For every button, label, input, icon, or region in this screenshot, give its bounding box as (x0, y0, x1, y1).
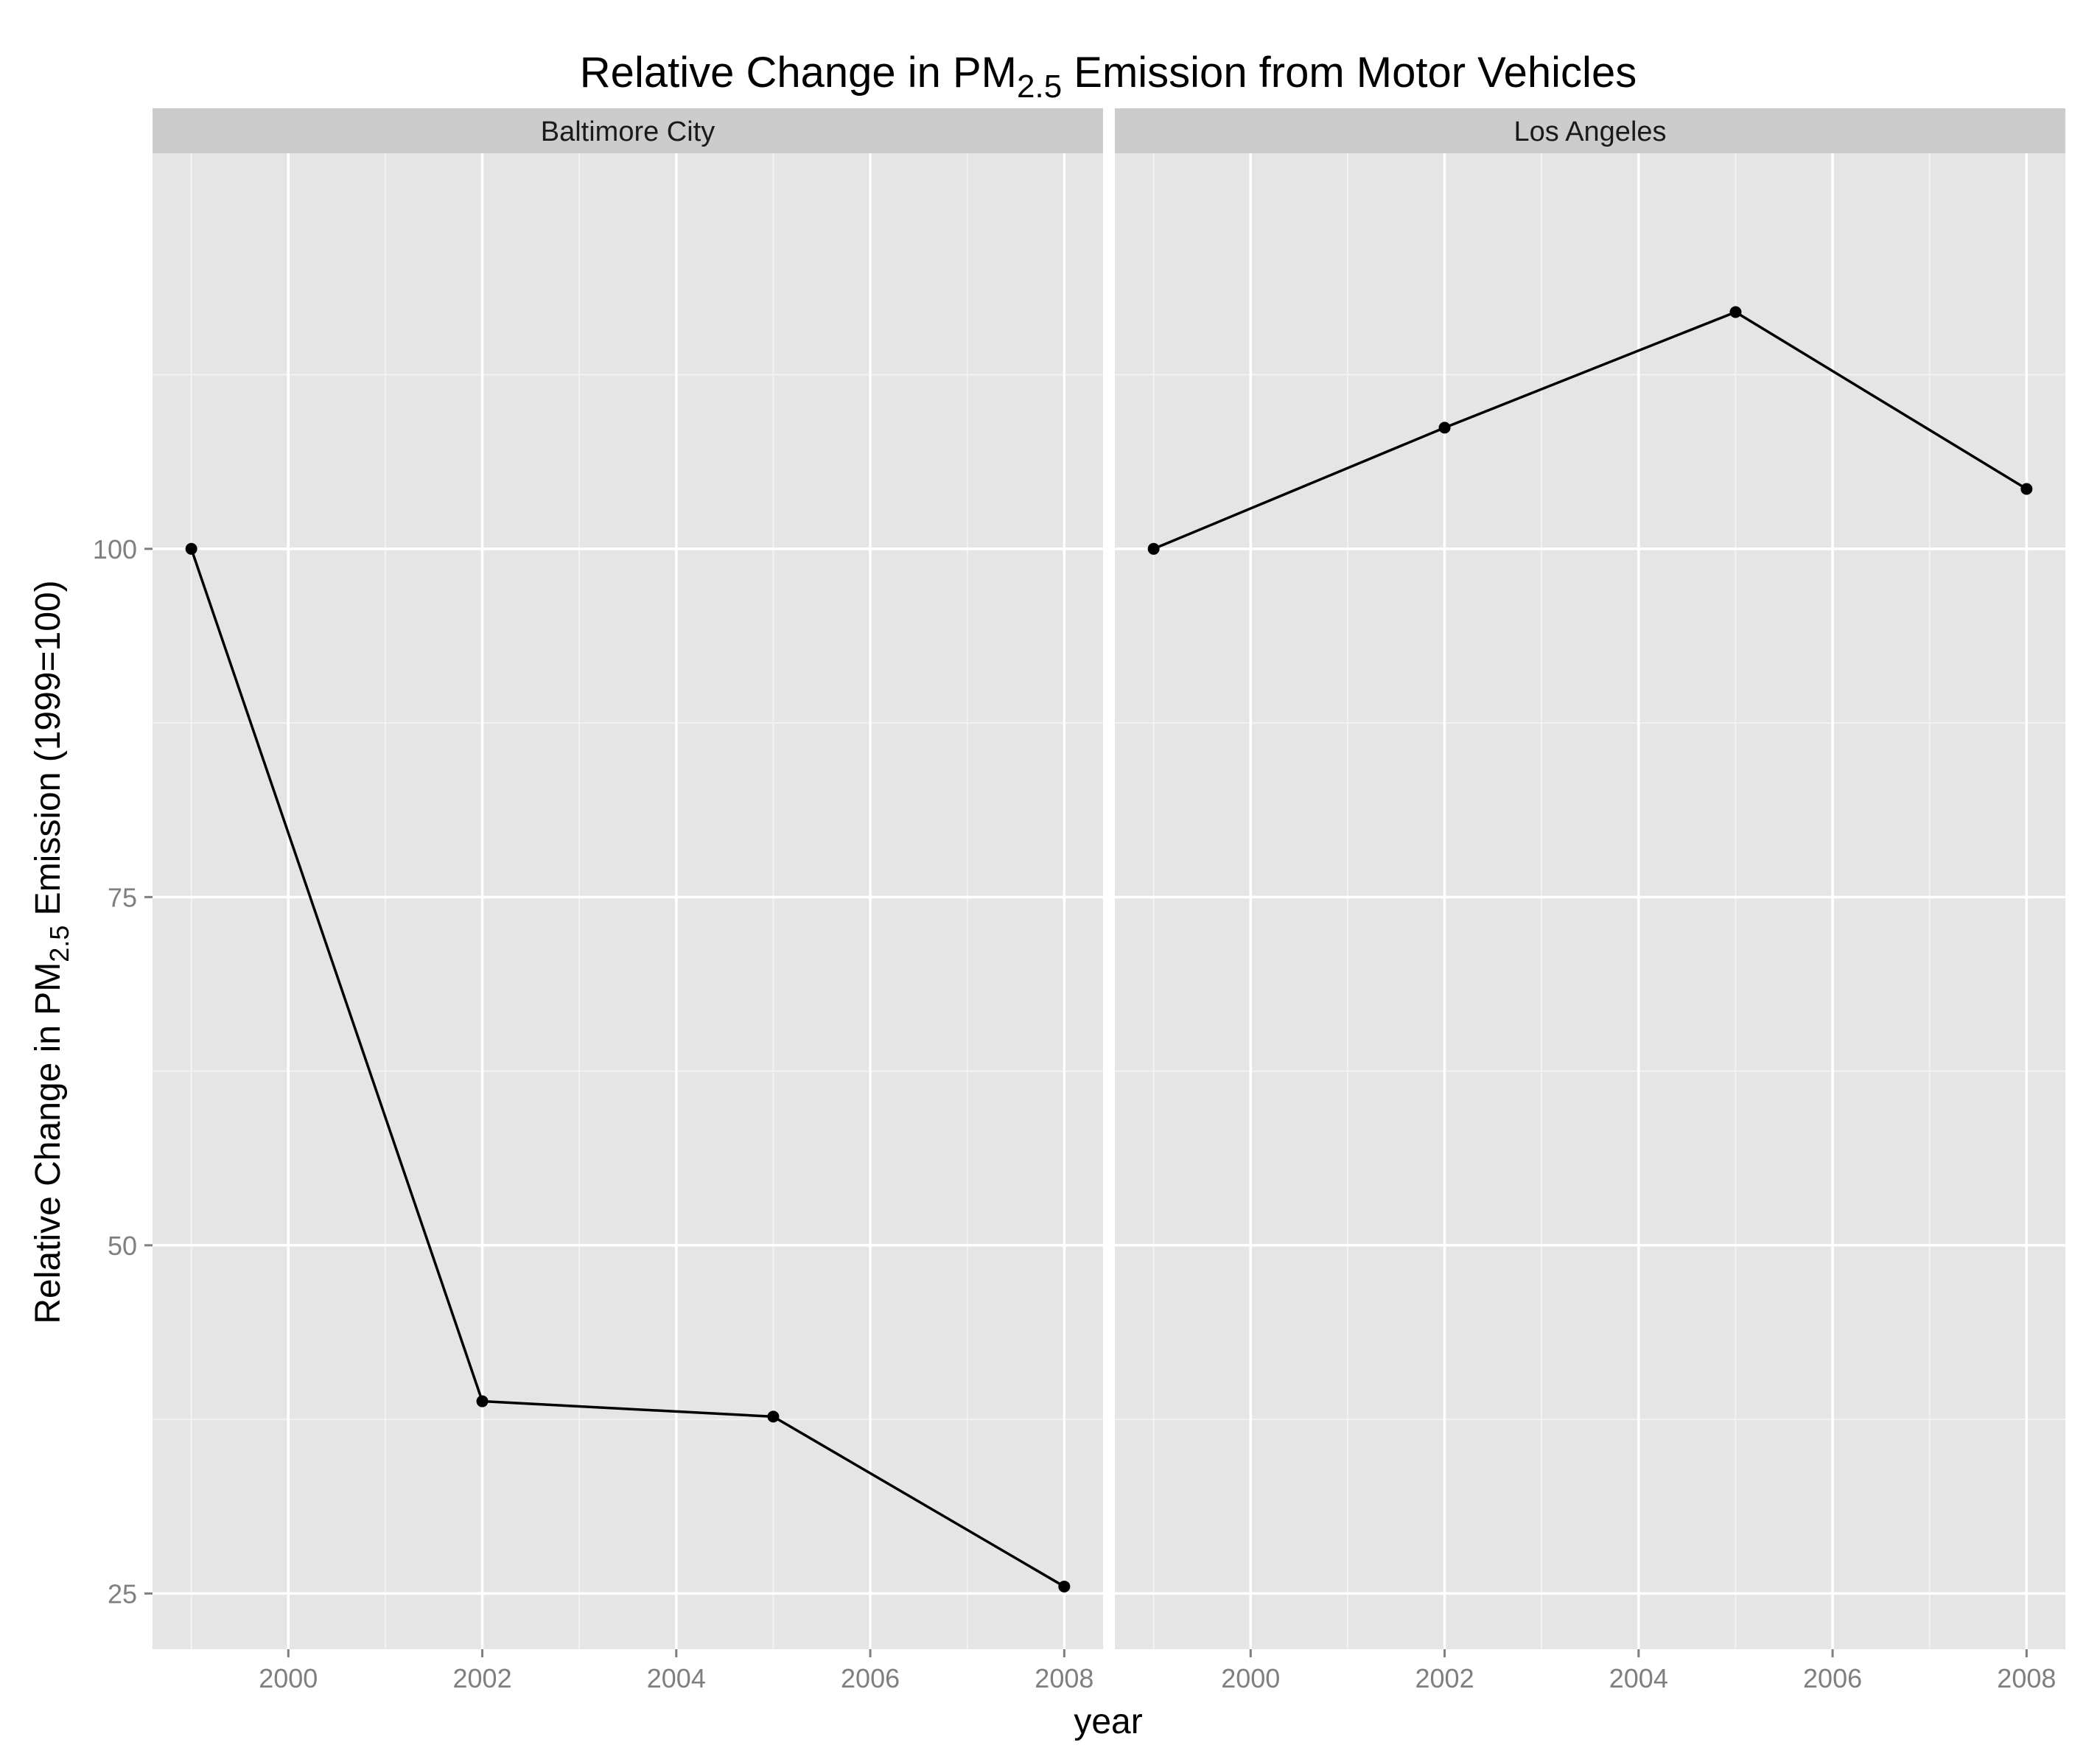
facet-strip-label: Baltimore City (541, 116, 715, 147)
panel-background (1115, 153, 2065, 1649)
data-point (767, 1410, 780, 1423)
y-axis-title: Relative Change in PM2.5 Emission (1999=… (29, 580, 74, 1323)
data-point (2020, 483, 2033, 495)
y-tick-label: 25 (108, 1578, 137, 1609)
x-tick-label: 2006 (841, 1663, 900, 1693)
x-axis-title: year (1074, 1702, 1142, 1741)
data-point (185, 542, 197, 555)
x-tick-label: 2004 (1609, 1663, 1668, 1693)
data-point (1058, 1580, 1071, 1592)
facet-strip-label: Los Angeles (1513, 116, 1666, 147)
facet-panel: Los Angeles 2000 2002 2004 2006 2008 (1115, 108, 2065, 1693)
y-tick-label: 100 (93, 534, 137, 564)
facet-strip (1115, 108, 2065, 153)
y-tick-label: 75 (108, 882, 137, 912)
x-tick-label: 2000 (1221, 1663, 1280, 1693)
y-axis: 25 50 75 100 (93, 534, 153, 1609)
chart-title: Relative Change in PM2.5 Emission from M… (580, 49, 1637, 105)
x-tick-label: 2002 (453, 1663, 512, 1693)
data-point (1147, 542, 1160, 555)
y-tick-label: 50 (108, 1231, 137, 1261)
x-tick-label: 2008 (1035, 1663, 1093, 1693)
x-tick-label: 2002 (1415, 1663, 1474, 1693)
facet-strip (153, 108, 1103, 153)
data-point (476, 1395, 489, 1407)
data-point (1729, 306, 1742, 318)
series-line (1152, 310, 2028, 550)
x-tick-label: 2000 (259, 1663, 318, 1693)
x-tick-label: 2004 (647, 1663, 706, 1693)
series-line (189, 548, 1065, 1588)
facet-panel: Baltimore City 2000 2002 2004 2006 2008 (153, 108, 1103, 1693)
panel-background (153, 153, 1103, 1649)
x-tick-label: 2008 (1997, 1663, 2056, 1693)
x-tick-label: 2006 (1803, 1663, 1862, 1693)
data-point (1438, 422, 1451, 434)
